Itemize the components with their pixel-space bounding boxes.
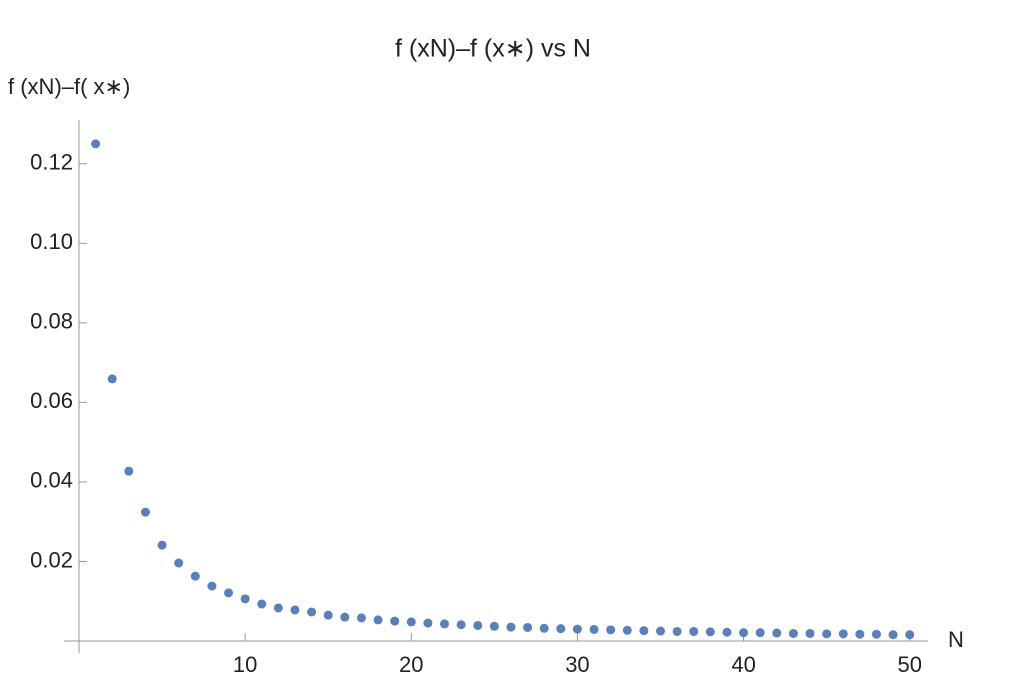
point xyxy=(107,374,117,384)
point xyxy=(589,624,599,634)
point xyxy=(855,629,865,639)
point xyxy=(140,507,150,517)
y-tick-label: 0.08 xyxy=(30,309,73,334)
point xyxy=(556,624,566,634)
point xyxy=(905,630,915,640)
point xyxy=(606,625,616,635)
point xyxy=(174,558,184,568)
point xyxy=(157,540,167,550)
point xyxy=(739,628,749,638)
y-tick-label: 0.10 xyxy=(30,229,73,254)
point xyxy=(207,581,217,591)
y-axis-label: f (xN)–f( x∗) xyxy=(8,74,130,99)
point xyxy=(788,628,798,638)
point xyxy=(323,610,333,620)
point xyxy=(224,588,234,598)
point xyxy=(656,626,666,636)
point xyxy=(290,605,300,615)
point xyxy=(124,466,134,476)
point xyxy=(871,629,881,639)
chart-title: f (xN)–f (x∗) vs N xyxy=(395,35,591,63)
x-axis-label: N xyxy=(948,627,964,652)
point xyxy=(689,626,699,636)
point xyxy=(755,628,765,638)
point xyxy=(473,620,483,630)
y-tick-label: 0.12 xyxy=(30,150,73,175)
point xyxy=(672,626,682,636)
point xyxy=(307,607,317,617)
point xyxy=(705,627,715,637)
point xyxy=(240,594,250,604)
point xyxy=(356,613,366,623)
point xyxy=(506,622,516,632)
point xyxy=(273,603,283,613)
point xyxy=(888,630,898,640)
point xyxy=(340,612,350,622)
point xyxy=(572,624,582,634)
point xyxy=(523,622,533,632)
x-tick-label: 30 xyxy=(565,652,589,677)
point xyxy=(489,621,499,631)
point xyxy=(639,626,649,636)
point xyxy=(805,628,815,638)
point xyxy=(722,627,732,637)
point xyxy=(406,617,416,627)
x-tick-label: 50 xyxy=(897,652,921,677)
y-tick-label: 0.02 xyxy=(30,547,73,572)
point xyxy=(456,620,466,630)
y-tick-label: 0.04 xyxy=(30,468,73,493)
point xyxy=(190,571,200,581)
x-tick-label: 40 xyxy=(731,652,755,677)
point xyxy=(373,615,383,625)
y-tick-label: 0.06 xyxy=(30,388,73,413)
point xyxy=(539,623,549,633)
point xyxy=(772,628,782,638)
point xyxy=(390,616,400,626)
point xyxy=(822,629,832,639)
point xyxy=(423,618,433,628)
point xyxy=(622,625,632,635)
point xyxy=(440,619,450,629)
point xyxy=(91,139,101,149)
point xyxy=(838,629,848,639)
x-tick-label: 10 xyxy=(233,652,257,677)
x-tick-label: 20 xyxy=(399,652,423,677)
point xyxy=(257,599,267,609)
